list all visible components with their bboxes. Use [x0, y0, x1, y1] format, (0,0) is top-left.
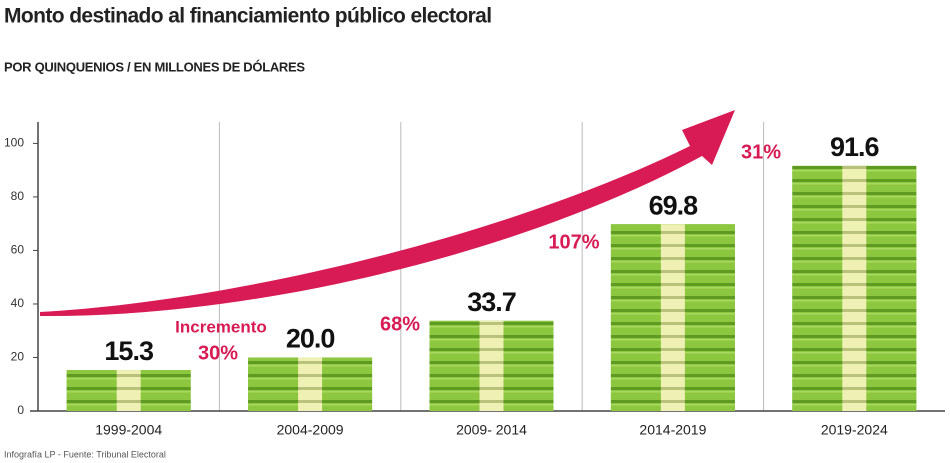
value-label: 20.0 — [286, 324, 335, 354]
y-tick-label: 60 — [11, 243, 25, 257]
y-tick-label: 100 — [4, 136, 24, 150]
annotation: Incremento — [175, 317, 267, 336]
y-tick-label: 0 — [17, 403, 24, 417]
annotation: 30% — [198, 342, 238, 364]
x-tick-label: 2009- 2014 — [456, 422, 527, 438]
annotation: 107% — [548, 231, 599, 253]
y-tick-label: 40 — [11, 296, 25, 310]
value-label: 15.3 — [104, 336, 154, 366]
source: Infografía LP - Fuente: Tribunal Elector… — [4, 449, 166, 459]
chart-subtitle: POR QUINQUENIOS / EN MILLONES DE DÓLARES — [4, 59, 305, 74]
chart-title: Monto destinado al financiamiento públic… — [4, 5, 491, 28]
bar-band — [660, 224, 685, 411]
bar-band — [298, 357, 323, 411]
x-tick-label: 1999-2004 — [95, 422, 162, 438]
value-label: 33.7 — [467, 287, 516, 317]
annotation: 68% — [380, 313, 420, 335]
bar-band — [116, 370, 141, 411]
value-label: 69.8 — [649, 190, 699, 220]
annotation: 31% — [741, 141, 781, 163]
y-tick-label: 80 — [11, 189, 25, 203]
value-label: 91.6 — [830, 132, 880, 162]
bar-band — [479, 320, 504, 411]
y-tick-label: 20 — [11, 350, 25, 364]
x-tick-label: 2019-2024 — [821, 422, 888, 438]
bar-band — [842, 165, 867, 411]
x-tick-label: 2014-2019 — [639, 422, 706, 438]
x-tick-label: 2004-2009 — [277, 422, 344, 438]
